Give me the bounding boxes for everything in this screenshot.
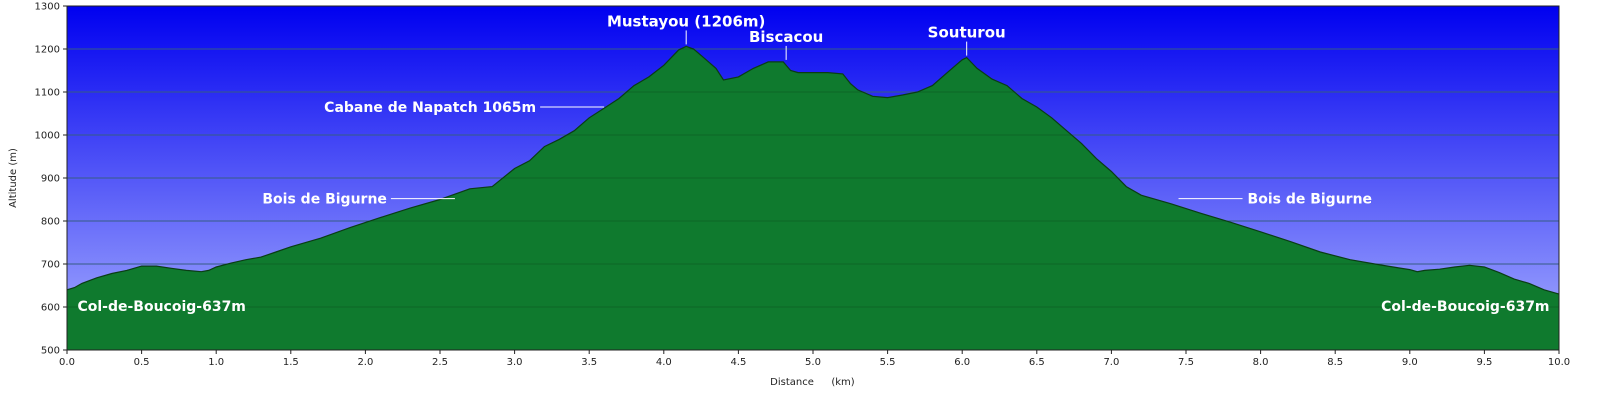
y-tick-label: 900 (41, 174, 60, 185)
y-tick-label: 1300 (35, 2, 60, 13)
annotations: Mustayou (1206m)Biscacou Souturou Cabane d… (77, 12, 1549, 315)
x-tick-label: 8.5 (1327, 357, 1343, 368)
y-axis-title: Altitude (m) (8, 148, 19, 208)
x-tick-label: 2.0 (357, 357, 373, 368)
annotation-label: Col-de-Boucoig-637m (1381, 299, 1549, 315)
annotation-label: Biscacou (749, 28, 823, 46)
x-tick-label: 0.0 (59, 357, 75, 368)
x-tick-label: 7.0 (1103, 357, 1119, 368)
altitude-area-series (67, 46, 1559, 351)
x-tick-label: 6.5 (1029, 357, 1045, 368)
x-tick-label: 8.0 (1253, 357, 1269, 368)
annotation: Col-de-Boucoig-637m (1381, 299, 1549, 315)
annotation: Bois de Bigurne (1178, 192, 1373, 208)
y-tick-label: 800 (41, 217, 60, 228)
x-tick-label: 4.5 (730, 357, 746, 368)
annotation: Cabane de Napatch 1065m (324, 100, 605, 116)
annotation-label: Bois de Bigurne (262, 192, 387, 208)
annotation: Mustayou (1206m) (607, 12, 765, 45)
y-tick-label: 500 (41, 346, 60, 357)
x-axis-title: Distance (770, 377, 814, 388)
x-tick-label: 10.0 (1548, 357, 1570, 368)
y-tick-label: 1200 (35, 45, 60, 56)
x-tick-label: 1.0 (208, 357, 224, 368)
x-tick-label: 9.0 (1402, 357, 1418, 368)
x-tick-label: 2.5 (432, 357, 448, 368)
y-tick-label: 1000 (35, 131, 60, 142)
y-tick-label: 1100 (35, 88, 60, 99)
x-axis-ticks: 0.0 0.5 1.0 1.5 2.0 2.5 3.0 3.5 4.0 4.5 5.0 5.5 6.0 6… (59, 350, 1570, 368)
x-tick-label: 1.5 (283, 357, 299, 368)
annotation: Col-de-Boucoig-637m (77, 299, 245, 315)
x-tick-label: 6.0 (954, 357, 970, 368)
x-tick-label: 5.5 (880, 357, 896, 368)
x-tick-label: 0.5 (134, 357, 150, 368)
annotation: Souturou (928, 24, 1006, 56)
y-tick-label: 700 (41, 260, 60, 271)
annotation-label: Mustayou (1206m) (607, 12, 765, 30)
altitude-line-series (66, 45, 1560, 295)
annotation-label: Cabane de Napatch 1065m (324, 100, 536, 116)
x-tick-label: 3.0 (507, 357, 523, 368)
annotation-label: Souturou (928, 24, 1006, 42)
annotation: Biscacou (749, 28, 823, 60)
x-tick-label: 4.0 (656, 357, 672, 368)
annotation: Bois de Bigurne (262, 192, 455, 208)
annotation-label: Col-de-Boucoig-637m (77, 299, 245, 315)
x-axis-unit: (km) (831, 377, 854, 388)
y-axis-ticks: 500 600 700 800 900 1000 1100 1200 1300 (35, 2, 67, 357)
x-tick-label: 7.5 (1178, 357, 1194, 368)
annotation-label: Bois de Bigurne (1248, 192, 1373, 208)
x-tick-label: 3.5 (581, 357, 597, 368)
x-tick-label: 5.0 (805, 357, 821, 368)
x-tick-label: 9.5 (1476, 357, 1492, 368)
y-tick-label: 600 (41, 303, 60, 314)
